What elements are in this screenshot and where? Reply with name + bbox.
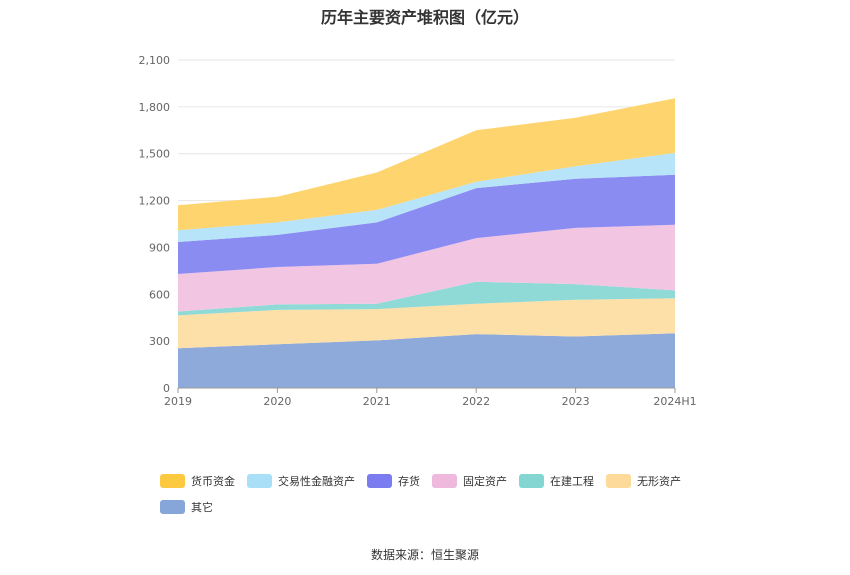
- area-series: [178, 298, 675, 349]
- legend-label: 货币资金: [191, 475, 235, 488]
- legend-item[interactable]: 其它: [160, 498, 213, 516]
- legend-label: 在建工程: [550, 475, 594, 488]
- y-tick-label: 0: [163, 382, 170, 395]
- y-tick-label: 600: [149, 288, 170, 301]
- legend-item[interactable]: 在建工程: [519, 472, 594, 490]
- y-tick-label: 1,200: [139, 195, 171, 208]
- x-tick-label: 2022: [462, 395, 490, 408]
- legend-swatch: [160, 474, 185, 488]
- legend-swatch: [247, 474, 272, 488]
- y-tick-label: 2,100: [139, 54, 171, 67]
- y-tick-label: 300: [149, 335, 170, 348]
- x-tick-label: 2020: [263, 395, 291, 408]
- y-tick-label: 900: [149, 241, 170, 254]
- x-tick-label: 2019: [164, 395, 192, 408]
- area-series: [178, 224, 675, 312]
- legend-swatch: [160, 500, 185, 514]
- x-tick-label: 2021: [363, 395, 391, 408]
- legend-item[interactable]: 无形资产: [606, 472, 681, 490]
- legend-swatch: [367, 474, 392, 488]
- x-tick-label: 2023: [562, 395, 590, 408]
- x-tick-label: 2024H1: [653, 395, 696, 408]
- legend-item[interactable]: 交易性金融资产: [247, 472, 355, 490]
- legend-label: 交易性金融资产: [278, 475, 355, 488]
- axes: 0 300 600 900 1,200 1,500 1,800 2,100 2019 2020 20…: [139, 54, 697, 408]
- y-tick-label: 1,800: [139, 101, 171, 114]
- area-series: [178, 174, 675, 274]
- legend-swatch: [519, 474, 544, 488]
- chart-title: 历年主要资产堆积图（亿元）: [320, 8, 529, 27]
- data-source-note: 数据来源：恒生聚源: [370, 548, 479, 562]
- legend-item[interactable]: 存货: [367, 472, 420, 490]
- chart-legend: 货币资金 交易性金融资产 存货 固定资产 在建工程 无形资产其它: [160, 472, 720, 524]
- area-series: [178, 333, 675, 388]
- area-series: [178, 281, 675, 316]
- legend-item[interactable]: 货币资金: [160, 472, 235, 490]
- legend-label: 无形资产: [637, 475, 681, 488]
- legend-label: 存货: [398, 475, 420, 488]
- area-series-layer: [178, 98, 675, 388]
- legend-label: 其它: [191, 501, 213, 514]
- legend-swatch: [432, 474, 457, 488]
- legend-label: 固定资产: [463, 475, 507, 488]
- legend-item[interactable]: 固定资产: [432, 472, 507, 490]
- legend-swatch: [606, 474, 631, 488]
- area-series: [178, 98, 675, 231]
- y-tick-label: 1,500: [139, 148, 171, 161]
- area-series: [178, 152, 675, 242]
